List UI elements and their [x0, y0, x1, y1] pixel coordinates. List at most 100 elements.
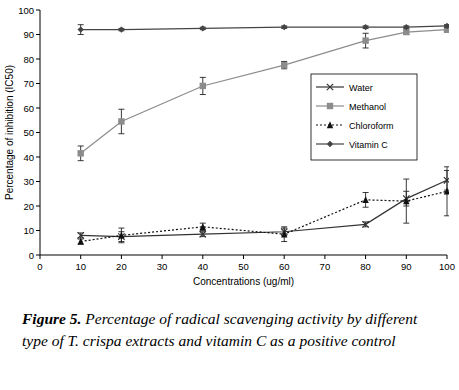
y-tick-label: 60 [23, 103, 34, 114]
y-tick [36, 34, 40, 35]
data-point [78, 26, 84, 32]
x-tick-label: 30 [157, 261, 168, 272]
y-tick [36, 255, 40, 256]
error-bar [118, 228, 124, 243]
data-point [362, 221, 368, 227]
legend: Water Methanol Chloroform Vitamin C [311, 74, 417, 160]
x-tick-label: 90 [401, 261, 412, 272]
error-bar [78, 25, 84, 35]
series-line [81, 180, 447, 236]
error-bar [444, 170, 449, 190]
data-point [200, 231, 206, 237]
y-tick-label: 100 [18, 5, 34, 16]
legend-box [311, 74, 417, 160]
error-bar [363, 193, 369, 208]
legend-label: Water [349, 83, 373, 93]
data-point [78, 232, 84, 238]
data-point [403, 197, 409, 204]
legend-label: Vitamin C [349, 140, 388, 150]
x-tick-label: 50 [238, 261, 249, 272]
error-bar [363, 33, 369, 48]
data-point [281, 24, 287, 30]
y-axis-label: Percentage of inhibition (IC50) [4, 65, 15, 200]
data-point [362, 196, 368, 203]
x-tick [202, 255, 203, 259]
data-point [444, 23, 449, 29]
y-tick-label: 10 [23, 225, 34, 236]
x-tick [447, 255, 448, 259]
legend-label: Chloroform [349, 121, 394, 131]
y-tick-label: 70 [23, 78, 34, 89]
data-point [362, 37, 368, 43]
y-tick-label: 90 [23, 29, 34, 40]
x-tick-label: 20 [116, 261, 127, 272]
plot-area [78, 23, 450, 245]
error-bar [363, 222, 369, 227]
x-tick [121, 255, 122, 259]
y-tick-label: 20 [23, 201, 34, 212]
x-tick-label: 70 [320, 261, 331, 272]
y-tick [36, 108, 40, 109]
y-tick-label: 30 [23, 176, 34, 187]
x-tick [162, 255, 163, 259]
x-tick-label: 40 [198, 261, 209, 272]
x-axis-label: Concentrations (ug/ml) [193, 276, 294, 287]
data-point [118, 26, 124, 32]
y-tick-label: 40 [23, 152, 34, 163]
x-tick-label: 100 [439, 261, 455, 272]
x-tick-label: 80 [360, 261, 371, 272]
legend-marker [327, 103, 333, 109]
y-tick-label: 0 [29, 250, 34, 261]
legend-marker [327, 84, 333, 90]
caption-text: Percentage of radical scavenging activit… [22, 310, 417, 349]
series-line [81, 191, 447, 241]
error-bar [444, 167, 449, 216]
y-tick [36, 132, 40, 133]
y-tick [36, 83, 40, 84]
error-bar [118, 109, 124, 134]
caption-label: Figure 5. [22, 310, 81, 327]
error-bar [78, 146, 84, 161]
x-tick [80, 255, 81, 259]
data-point [200, 223, 206, 230]
y-tick [36, 206, 40, 207]
error-bar [200, 223, 206, 230]
y-tick [36, 157, 40, 158]
series-line [81, 26, 447, 30]
y-tick-label: 50 [23, 127, 34, 138]
legend-marker [327, 141, 333, 147]
error-bar [78, 233, 84, 238]
caption: Figure 5. Percentage of radical scavengi… [22, 308, 442, 352]
data-point [78, 150, 84, 156]
y-tick [36, 181, 40, 182]
error-bar [281, 227, 287, 242]
x-tick [406, 255, 407, 259]
x-tick [284, 255, 285, 259]
x-tick-label: 10 [75, 261, 86, 272]
x-tick [40, 255, 41, 259]
data-point [118, 232, 124, 239]
data-point [78, 238, 84, 245]
data-point [281, 230, 287, 237]
data-point [444, 188, 449, 195]
data-point [444, 177, 449, 183]
x-tick-label: 60 [279, 261, 290, 272]
data-point [200, 83, 206, 89]
data-point [362, 24, 368, 30]
legend-marker [327, 121, 333, 128]
data-point [281, 62, 287, 68]
error-bar [281, 61, 287, 68]
x-tick [243, 255, 244, 259]
x-tick [365, 255, 366, 259]
error-bar [200, 232, 206, 237]
x-tick [324, 255, 325, 259]
legend-label: Methanol [349, 102, 386, 112]
data-point [403, 24, 409, 30]
y-tick [36, 10, 40, 11]
data-point [200, 25, 206, 31]
chart: 0102030405060708090100010203040506070809… [0, 0, 459, 305]
x-tick-label: 0 [37, 261, 42, 272]
error-bar [403, 179, 409, 223]
data-point [118, 118, 124, 124]
error-bar [200, 77, 206, 94]
